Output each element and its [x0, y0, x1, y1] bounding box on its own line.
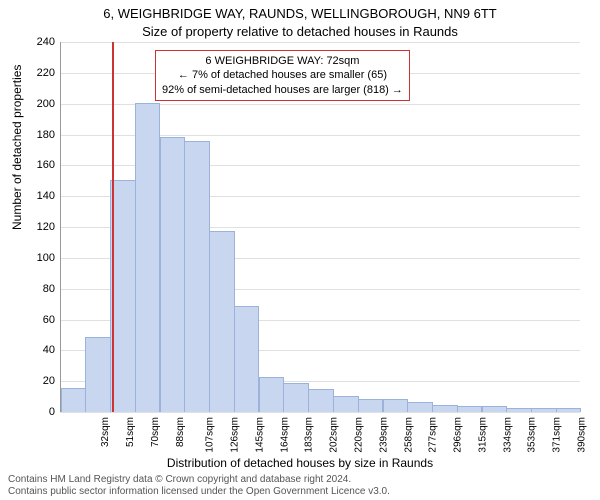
y-tick-label: 160 [25, 159, 55, 171]
histogram-bar [506, 408, 532, 412]
chart-title-line2: Size of property relative to detached ho… [0, 24, 600, 39]
histogram-bar [482, 406, 508, 412]
histogram-bar [184, 141, 210, 412]
x-tick-label: 390sqm [576, 417, 587, 453]
annotation-line2: ← 7% of detached houses are smaller (65) [162, 68, 403, 82]
histogram-bar [160, 137, 186, 412]
x-tick-label: 277sqm [428, 417, 439, 453]
y-tick-label: 20 [25, 375, 55, 387]
y-tick-label: 120 [25, 221, 55, 233]
x-tick-label: 51sqm [125, 417, 136, 447]
histogram-bar [407, 402, 433, 412]
x-tick-label: 183sqm [304, 417, 315, 453]
x-tick-label: 32sqm [100, 417, 111, 447]
x-tick-label: 164sqm [279, 417, 290, 453]
histogram-bar [432, 405, 458, 412]
histogram-bar [85, 337, 111, 412]
footer-attribution: Contains HM Land Registry data © Crown c… [8, 474, 592, 498]
x-tick-label: 371sqm [552, 417, 563, 453]
histogram-bar [358, 399, 384, 412]
histogram-bar [283, 383, 309, 412]
x-axis-label: Distribution of detached houses by size … [0, 456, 600, 470]
x-tick-label: 126sqm [230, 417, 241, 453]
x-tick-label: 296sqm [453, 417, 464, 453]
histogram-bar [209, 231, 235, 412]
x-tick-label: 107sqm [205, 417, 216, 453]
y-tick-label: 180 [25, 129, 55, 141]
histogram-bar [234, 306, 260, 412]
chart-container: 6, WEIGHBRIDGE WAY, RAUNDS, WELLINGBOROU… [0, 0, 600, 500]
footer-line2: Contains public sector information licen… [8, 486, 592, 498]
y-tick-label: 40 [25, 344, 55, 356]
x-tick-label: 202sqm [329, 417, 340, 453]
histogram-bar [259, 377, 285, 412]
y-tick-label: 0 [25, 406, 55, 418]
gridline [60, 42, 580, 43]
x-tick-label: 239sqm [378, 417, 389, 453]
histogram-bar [135, 103, 161, 412]
y-tick-label: 200 [25, 98, 55, 110]
y-tick-label: 60 [25, 314, 55, 326]
x-tick-label: 353sqm [527, 417, 538, 453]
x-tick-label: 88sqm [175, 417, 186, 447]
annotation-box: 6 WEIGHBRIDGE WAY: 72sqm← 7% of detached… [155, 50, 410, 101]
y-axis-label: Number of detached properties [10, 65, 24, 230]
y-tick-label: 220 [25, 67, 55, 79]
property-marker-line [112, 42, 114, 412]
histogram-bar [531, 408, 557, 412]
x-tick-label: 315sqm [477, 417, 488, 453]
x-tick-label: 334sqm [502, 417, 513, 453]
x-tick-label: 220sqm [354, 417, 365, 453]
histogram-bar [383, 399, 409, 412]
histogram-bar [457, 406, 483, 412]
gridline [60, 412, 580, 413]
y-axis-line [60, 42, 61, 412]
footer-line1: Contains HM Land Registry data © Crown c… [8, 474, 592, 486]
histogram-bar [61, 388, 87, 412]
x-tick-label: 70sqm [150, 417, 161, 447]
y-tick-label: 140 [25, 190, 55, 202]
y-tick-label: 240 [25, 36, 55, 48]
annotation-line3: 92% of semi-detached houses are larger (… [162, 83, 403, 97]
histogram-bar [556, 408, 582, 412]
histogram-bar [308, 389, 334, 412]
x-tick-label: 145sqm [255, 417, 266, 453]
annotation-line1: 6 WEIGHBRIDGE WAY: 72sqm [162, 54, 403, 68]
y-tick-label: 100 [25, 252, 55, 264]
chart-title-line1: 6, WEIGHBRIDGE WAY, RAUNDS, WELLINGBOROU… [0, 6, 600, 21]
x-tick-label: 258sqm [403, 417, 414, 453]
plot-area: 6 WEIGHBRIDGE WAY: 72sqm← 7% of detached… [60, 42, 580, 412]
y-tick-label: 80 [25, 283, 55, 295]
histogram-bar [333, 396, 359, 412]
